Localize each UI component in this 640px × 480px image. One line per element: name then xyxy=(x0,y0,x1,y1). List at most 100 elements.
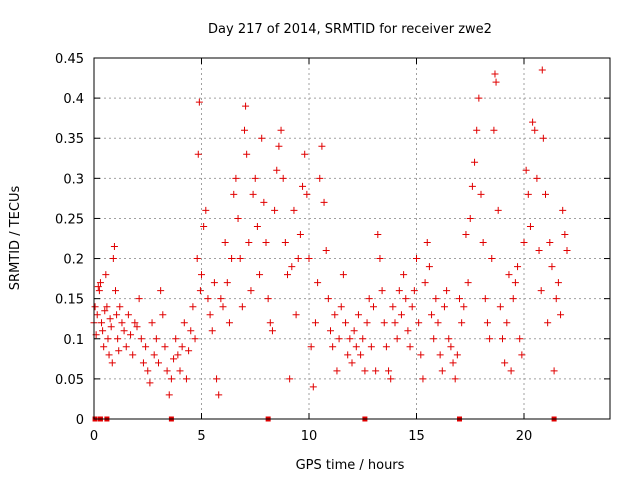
data-point xyxy=(559,206,567,214)
data-point xyxy=(112,287,119,295)
data-point xyxy=(475,94,483,102)
data-point xyxy=(202,206,210,214)
data-point xyxy=(501,359,509,367)
data-point xyxy=(419,375,427,383)
data-point xyxy=(159,311,167,319)
data-point xyxy=(189,303,197,311)
data-point xyxy=(499,335,506,343)
data-point xyxy=(428,311,436,319)
data-point xyxy=(109,255,117,263)
data-point xyxy=(408,303,416,311)
data-point xyxy=(122,343,130,351)
data-point xyxy=(342,319,350,327)
data-point xyxy=(387,375,395,383)
data-point xyxy=(137,335,145,343)
data-point xyxy=(397,311,405,319)
data-point xyxy=(352,343,360,351)
data-point xyxy=(471,158,479,166)
x-tick-label: 0 xyxy=(90,429,98,444)
data-point xyxy=(456,295,463,303)
data-point xyxy=(94,283,102,291)
data-point xyxy=(557,311,565,319)
data-point xyxy=(538,66,546,74)
data-point xyxy=(98,319,106,327)
data-point xyxy=(264,295,272,303)
data-point xyxy=(247,287,255,295)
data-point xyxy=(301,150,309,158)
data-point xyxy=(402,295,410,303)
data-point xyxy=(182,375,190,383)
data-point xyxy=(314,279,322,287)
data-point xyxy=(294,255,302,263)
data-point xyxy=(320,198,328,206)
data-point xyxy=(165,391,173,399)
data-point xyxy=(382,343,390,351)
data-point xyxy=(503,319,511,327)
data-point xyxy=(116,303,124,311)
data-point xyxy=(529,118,537,126)
data-point xyxy=(115,347,123,355)
data-point xyxy=(359,335,367,343)
data-point xyxy=(108,359,116,367)
data-point xyxy=(318,142,326,150)
data-point xyxy=(481,295,489,303)
data-point xyxy=(333,367,341,375)
data-point xyxy=(393,335,401,343)
data-point xyxy=(221,239,229,247)
data-point xyxy=(413,255,420,263)
data-point xyxy=(518,351,526,359)
data-point xyxy=(210,279,218,287)
data-point xyxy=(374,230,382,238)
data-point xyxy=(417,351,425,359)
data-point xyxy=(281,239,289,247)
data-point xyxy=(204,295,212,303)
data-point xyxy=(563,247,571,255)
data-point xyxy=(120,327,128,335)
data-point xyxy=(421,279,429,287)
data-point xyxy=(447,343,455,351)
data-point xyxy=(370,303,377,311)
data-point xyxy=(546,239,554,247)
data-point xyxy=(554,279,562,287)
y-tick-label: 0.2 xyxy=(63,253,84,268)
data-point xyxy=(376,255,384,263)
data-point xyxy=(288,263,296,271)
y-tick-label: 0.05 xyxy=(55,373,84,388)
data-point xyxy=(100,343,108,351)
data-point xyxy=(102,271,110,279)
data-point xyxy=(305,255,313,263)
data-point xyxy=(537,287,545,295)
data-point xyxy=(299,182,307,190)
data-point xyxy=(496,303,504,311)
data-point xyxy=(146,379,154,387)
data-point xyxy=(477,190,485,198)
data-point xyxy=(131,319,139,327)
data-point xyxy=(180,319,188,327)
data-point xyxy=(311,319,319,327)
data-point xyxy=(135,295,143,303)
data-point xyxy=(242,102,250,110)
data-point xyxy=(466,214,474,222)
data-point xyxy=(451,375,459,383)
data-point xyxy=(415,319,423,327)
data-point xyxy=(509,295,517,303)
y-tick-label: 0.4 xyxy=(63,92,84,107)
data-point xyxy=(266,319,274,327)
data-point xyxy=(275,142,283,150)
data-point xyxy=(228,255,236,263)
data-point xyxy=(161,343,169,351)
data-point xyxy=(107,323,115,331)
data-point xyxy=(526,222,534,230)
data-point xyxy=(103,303,111,311)
data-point xyxy=(473,126,481,134)
y-tick-label: 0.45 xyxy=(55,52,84,67)
data-point xyxy=(404,327,412,335)
data-point xyxy=(178,343,186,351)
data-point xyxy=(176,367,184,375)
data-point xyxy=(468,182,476,190)
y-tick-label: 0.25 xyxy=(55,212,84,227)
data-point xyxy=(307,343,315,351)
data-point xyxy=(172,335,180,343)
data-point xyxy=(200,222,208,230)
x-tick-label: 20 xyxy=(516,429,533,444)
